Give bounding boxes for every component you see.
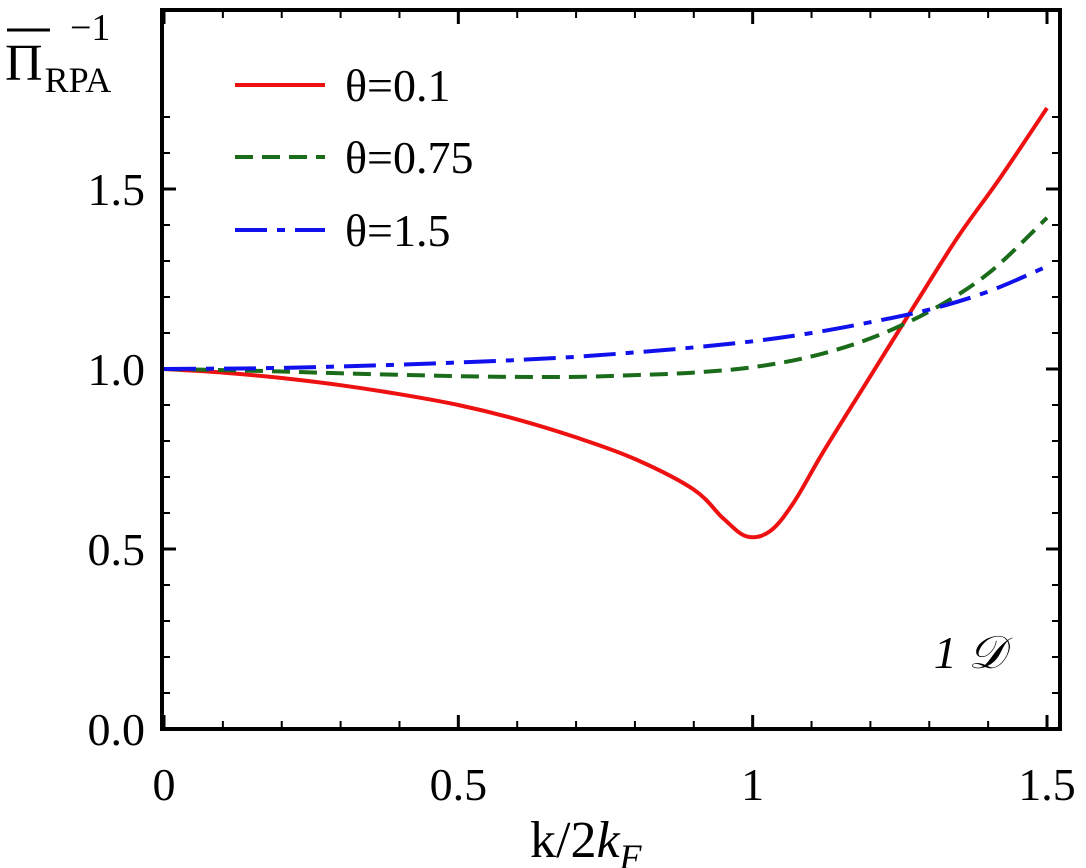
tick-labels: 0 0.5 1 1.5 0.0 0.5 1.0 1.5	[88, 164, 1076, 810]
plot-frame	[160, 8, 1062, 731]
x-axis-title-sub: F	[619, 837, 643, 868]
data-series	[163, 106, 1049, 540]
y-axis-title-base: Π	[5, 35, 43, 92]
x-tick-label: 0	[153, 759, 176, 810]
dimension-annotation: 1 𝒟	[934, 627, 1014, 678]
y-tick-label: 0.5	[88, 524, 146, 575]
x-axis-title-base: k/2	[530, 812, 596, 868]
legend-label-1: θ=0.1	[345, 60, 450, 111]
y-tick-label: 0.0	[88, 704, 146, 755]
x-tick-label: 1.5	[1018, 759, 1076, 810]
y-axis-title: ΠRPA	[5, 35, 111, 100]
legend-label-2: θ=0.75	[345, 132, 473, 183]
x-tick-label: 1	[741, 759, 764, 810]
series-line-3	[163, 264, 1048, 371]
x-axis-title-var: k	[596, 812, 620, 868]
y-tick-label: 1.5	[88, 164, 146, 215]
legend: θ=0.1 θ=0.75 θ=1.5	[235, 60, 473, 256]
x-tick-label: 0.5	[430, 759, 488, 810]
series-line-1	[163, 106, 1049, 540]
x-axis-title: k/2kF	[530, 812, 643, 868]
y-axis-title-sub: RPA	[45, 60, 112, 100]
series-line-2	[163, 216, 1049, 380]
y-tick-label: 1.0	[88, 344, 146, 395]
legend-label-3: θ=1.5	[345, 205, 450, 256]
y-axis-title-sup: −1	[70, 7, 110, 49]
